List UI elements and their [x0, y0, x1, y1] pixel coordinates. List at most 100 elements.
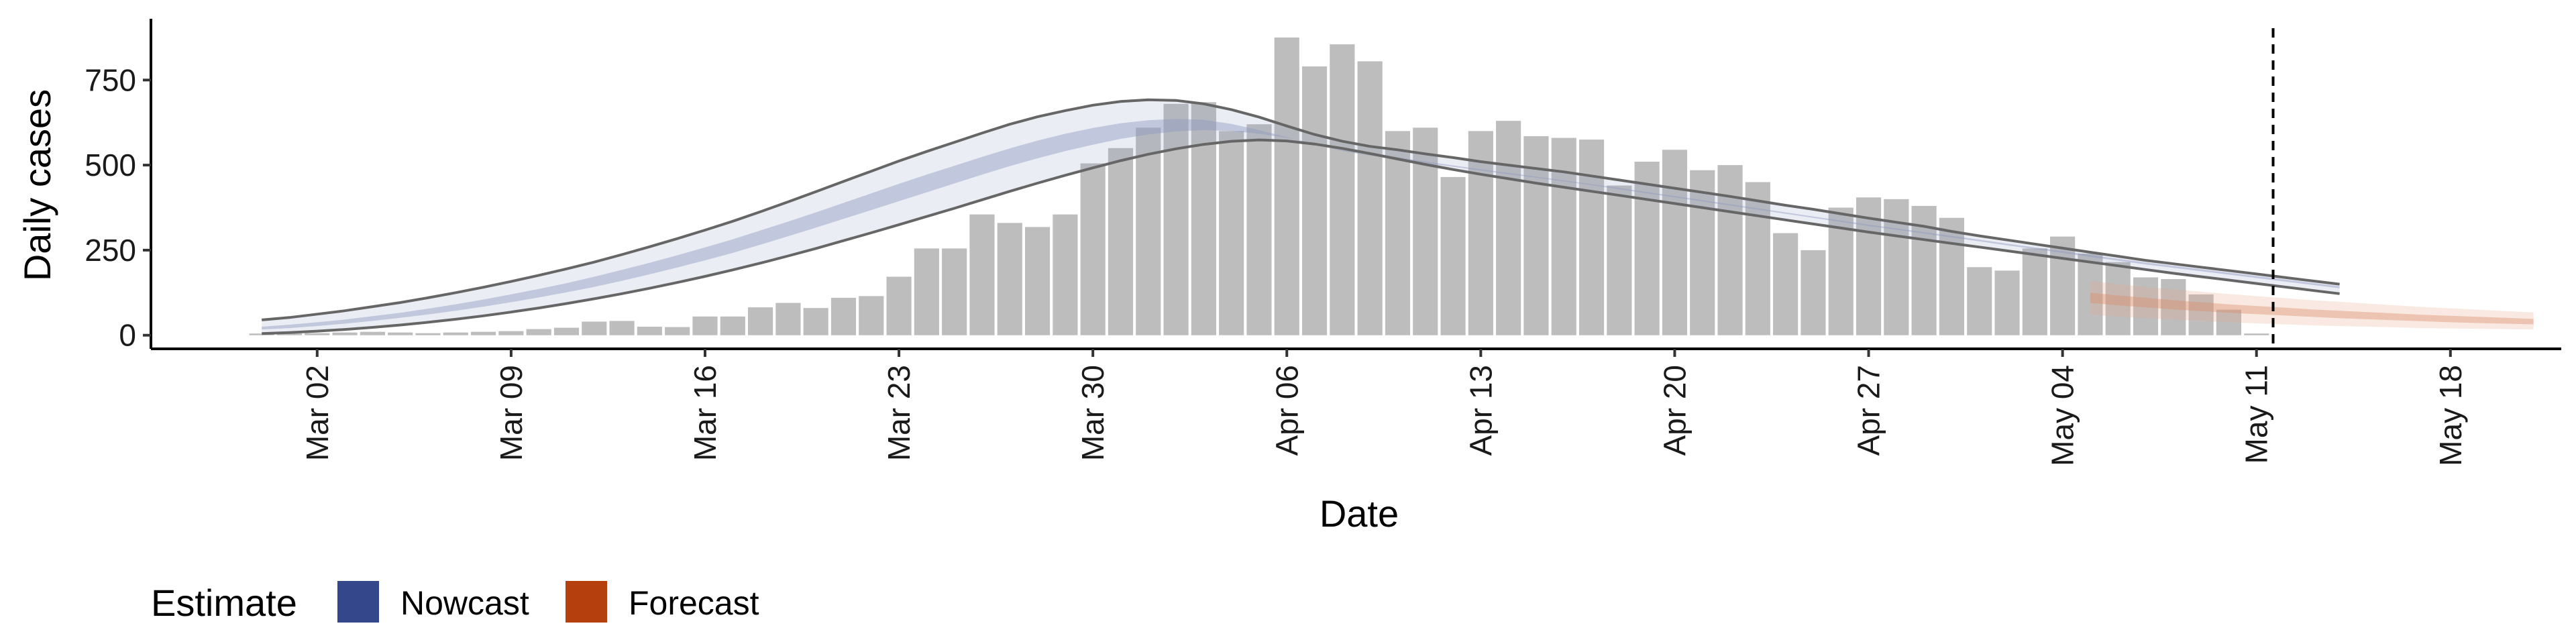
- y-tick-label: 0: [119, 318, 136, 353]
- y-tick-label: 750: [85, 62, 136, 97]
- legend-swatch-nowcast: [337, 581, 379, 623]
- bar: [1662, 150, 1688, 335]
- bar: [1246, 124, 1272, 335]
- forecast-inner-band: [2090, 292, 2534, 325]
- bar: [360, 331, 385, 335]
- bar: [1939, 217, 1965, 335]
- bar: [1523, 136, 1549, 335]
- bar: [443, 332, 468, 335]
- bar: [498, 331, 524, 335]
- bar: [969, 214, 995, 335]
- bar: [859, 296, 884, 335]
- bar: [1607, 185, 1632, 335]
- bar: [415, 333, 441, 335]
- x-tick-label: Apr 27: [1851, 365, 1886, 456]
- x-tick-label: Apr 13: [1463, 365, 1498, 456]
- y-tick-label: 250: [85, 233, 136, 268]
- bar: [1357, 61, 1383, 335]
- bar: [1163, 103, 1189, 335]
- y-axis-title: Daily cases: [16, 89, 58, 281]
- bar: [914, 248, 939, 335]
- nowcast-upper-line: [262, 98, 2340, 321]
- bar: [1578, 140, 1605, 335]
- forecast-outer-band: [2090, 280, 2534, 330]
- bar: [1773, 233, 1799, 335]
- bar: [2078, 253, 2103, 335]
- bar: [886, 276, 912, 335]
- bar: [1967, 267, 1992, 335]
- bar: [1468, 131, 1493, 335]
- bar: [747, 307, 773, 335]
- bar: [1108, 148, 1134, 335]
- y-ticks: 0 250 500 750: [85, 62, 151, 353]
- x-ticks: Mar 02 Mar 09 Mar 16 Mar 23 Mar 30 Apr 06 Apr …: [300, 349, 2468, 466]
- x-axis-title: Date: [1320, 492, 1399, 535]
- bar: [471, 331, 496, 335]
- x-tick-label: May 04: [2045, 365, 2080, 466]
- bar: [249, 333, 274, 335]
- bar: [2050, 236, 2076, 335]
- bar: [1440, 176, 1466, 335]
- bar: [526, 329, 551, 335]
- bar: [553, 327, 580, 335]
- bar: [1496, 121, 1521, 335]
- bar: [665, 327, 690, 335]
- bar: [1219, 131, 1244, 335]
- bar: [1301, 66, 1328, 335]
- bar: [1801, 250, 1826, 335]
- bar: [2188, 294, 2214, 335]
- bar: [1690, 170, 1715, 335]
- bars-group: [249, 37, 2269, 335]
- nowcast-lower-line: [262, 138, 2340, 335]
- bar: [609, 321, 635, 335]
- bar: [692, 316, 718, 335]
- legend-label-nowcast: Nowcast: [400, 584, 529, 622]
- bar: [1994, 270, 2020, 335]
- bar: [637, 327, 662, 335]
- nowcast-outer-band: [262, 99, 2340, 334]
- bar: [332, 332, 358, 335]
- bar: [276, 333, 303, 335]
- x-tick-label: May 18: [2433, 365, 2468, 466]
- legend: Estimate Nowcast Forecast: [151, 581, 759, 624]
- x-tick-label: Mar 23: [881, 365, 916, 461]
- bar: [1136, 127, 1161, 335]
- bar: [1884, 199, 1909, 335]
- x-tick-label: Mar 02: [300, 365, 335, 461]
- bar: [942, 248, 967, 335]
- bar: [305, 333, 330, 335]
- x-tick-label: Apr 06: [1269, 365, 1304, 456]
- bar: [1274, 37, 1299, 335]
- bar: [1191, 102, 1216, 335]
- bar: [2105, 262, 2131, 335]
- bar: [1551, 138, 1576, 335]
- bar: [2133, 277, 2159, 335]
- x-tick-label: Apr 20: [1657, 365, 1692, 456]
- y-tick-label: 500: [85, 148, 136, 182]
- bar: [582, 321, 607, 335]
- bar: [803, 308, 828, 335]
- bar: [1053, 214, 1078, 335]
- bar: [2216, 309, 2241, 335]
- bar: [2244, 333, 2269, 335]
- legend-swatch-forecast: [566, 581, 607, 623]
- bar: [2022, 248, 2047, 335]
- x-tick-label: Mar 09: [494, 365, 529, 461]
- bar: [775, 303, 801, 335]
- bar: [1634, 162, 1660, 335]
- bar: [830, 297, 857, 335]
- ribbons-group: [262, 98, 2534, 335]
- plot-area: [249, 28, 2534, 349]
- bar: [388, 332, 413, 335]
- nowcast-inner-band: [262, 119, 2340, 330]
- axes: 0 250 500 750 Mar 02 Mar 09 Mar 16 Mar 23 Mar 3…: [85, 19, 2561, 466]
- bar: [1717, 165, 1743, 335]
- bar: [1080, 163, 1106, 335]
- legend-label-forecast: Forecast: [629, 584, 759, 622]
- x-tick-label: Mar 30: [1075, 365, 1110, 461]
- bar: [2161, 279, 2186, 335]
- x-tick-label: Mar 16: [688, 365, 722, 461]
- legend-title: Estimate: [151, 582, 297, 624]
- bar: [720, 316, 745, 335]
